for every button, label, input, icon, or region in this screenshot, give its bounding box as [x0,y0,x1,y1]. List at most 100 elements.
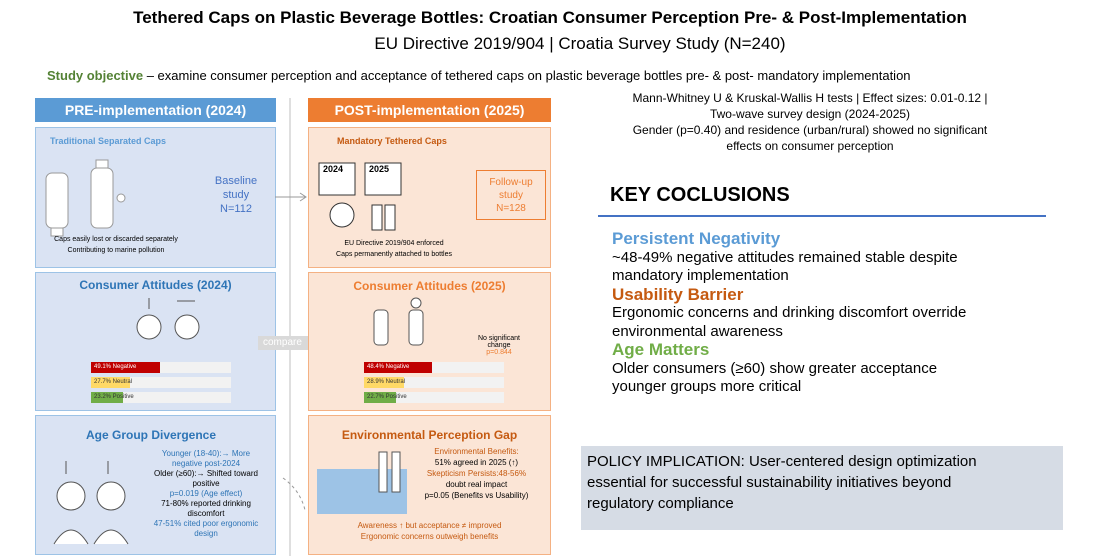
line: doubt real impact [445,480,508,489]
line: 51% agreed in 2025 (↑) [434,458,519,467]
bar-track: 23.2% Positive [91,392,231,403]
line: Caps easily lost or discarded separately [54,236,178,243]
heading: Persistent Negativity [612,229,781,248]
line: Contributing to marine pollution [67,247,165,254]
bar [91,377,130,388]
bar-label: 27.7% Neutral [94,379,133,385]
policy: POLICY IMPLICATION: User-centered design… [581,446,1063,530]
calendar-icon [318,162,402,231]
bar-label: 49.1% Negative [94,364,137,370]
bar-track: 48.4% Negative [364,362,504,373]
arrow-head [299,192,307,202]
line: mandatory implementation [612,267,789,284]
bar [91,392,124,403]
year: 2024 [323,164,344,174]
heading: Age Matters [612,340,710,359]
line: younger groups more critical [612,378,802,395]
line: study [222,189,250,201]
objective-label: Study objective [47,68,144,83]
line: Ergonomic concerns and drinking discomfo… [612,304,967,321]
bar-track: 22.7% Positive [364,392,504,403]
faces-icon [136,298,200,340]
pre-caps-box: Traditional Separated Caps Caps easily l… [35,127,276,268]
line: Older consumers (≥60) show greater accep… [612,359,938,377]
objective-text: – examine consumer perception and accept… [146,68,911,83]
line: ~48-49% negative attitudes remained stab… [612,248,958,266]
box-title: Traditional Separated Caps [50,136,167,146]
box-title: Consumer Attitudes (2025) [353,279,506,293]
people-icon [53,461,129,545]
subtitle: EU Directive 2019/904 | Croatia Survey S… [374,34,786,53]
compare-label: compare [263,337,302,348]
line: Gender (p=0.40) and residence (urban/rur… [632,123,988,137]
conclusions: Persistent Negativity ~48-49% negative a… [612,229,967,397]
line: 71-80% reported drinking [161,499,251,508]
post-header: POST-implementation (2025) [308,98,551,122]
line: negative post-2024 [171,459,241,468]
line: EU Directive 2019/904 enforced [344,240,444,247]
line: study [499,190,523,201]
bar-label: 28.9% Neutral [367,379,406,385]
line: No significant [477,335,521,342]
post-attitudes-box: Consumer Attitudes (2025) No significant… [308,272,551,411]
line: design [194,529,218,538]
line: regulatory compliance [587,495,734,512]
box-title: Age Group Divergence [86,428,217,442]
post-env-box: Environmental Perception Gap Environment… [308,415,551,555]
age-lines: Younger (18-40):→ More negative post-2024… [136,449,276,539]
line: p=0.019 (Age effect) [169,489,243,498]
pre-attitudes-box: Consumer Attitudes (2024) 49.1% Negative… [35,272,276,411]
baseline-study: Baseline study N=112 [196,174,276,216]
line: N=112 [220,203,252,215]
post-caps-box: Mandatory Tethered Caps 2024 2025 EU Dir… [308,127,551,268]
box-title: Mandatory Tethered Caps [337,136,447,146]
line: Follow-up [489,177,533,188]
line: Caps permanently attached to bottles [336,251,452,258]
line: p=0.05 (Benefits vs Usability) [424,491,529,500]
line: discomfort [187,509,225,518]
line: N=128 [496,203,526,214]
line: Younger (18-40):→ More [161,449,251,458]
year: 2025 [369,164,390,174]
conclusions-title: KEY COCLUSIONS [610,184,790,206]
methods: Mann-Whitney U & Kruskal-Wallis H tests … [590,90,1030,154]
line: change [487,342,511,349]
box-title: Environmental Perception Gap [341,428,518,442]
link [282,477,306,511]
followup-study: Follow-up study N=128 [476,170,546,220]
env-footer: Awareness ↑ but acceptance ≠ improved Erg… [309,520,550,542]
line: 47-51% cited poor ergonomic [153,519,259,528]
line: Environmental Benefits: [434,447,519,456]
bar-track: 28.9% Neutral [364,377,504,388]
bar [364,392,396,403]
line: Mann-Whitney U & Kruskal-Wallis H tests … [632,91,988,105]
hands-icon [373,297,424,346]
p-value: p=0.844 [486,349,512,356]
box-title: Consumer Attitudes (2024) [79,278,232,292]
box-lines: Caps easily lost or discarded separately… [36,236,196,254]
line: essential for successful sustainability … [587,474,952,491]
title: Tethered Caps on Plastic Beverage Bottle… [133,8,967,27]
bottles-icon [45,159,126,237]
env-lines: Environmental Benefits: 51% agreed in 202… [404,446,549,501]
bar [91,362,160,373]
line: Ergonomic concerns outweigh benefits [360,532,499,541]
heading: Usability Barrier [612,284,744,304]
line: Awareness ↑ but acceptance ≠ improved [357,521,502,530]
box-lines: EU Directive 2019/904 enforced Caps perma… [309,240,479,258]
bar-label: 48.4% Negative [367,364,410,370]
objective: Study objective – examine consumer perce… [47,68,911,83]
bar [364,377,405,388]
bar [364,362,432,373]
pre-header: PRE-implementation (2024) [35,98,276,122]
rule [598,215,1046,217]
bar-label: 23.2% Positive [94,394,134,400]
line: environmental awareness [612,322,783,340]
line: positive [192,479,220,488]
water-icon [317,451,407,514]
compare-arrow [258,336,320,350]
bar-track: 27.7% Neutral [91,377,231,388]
line: Skepticism Persists:48-56% [426,469,527,478]
